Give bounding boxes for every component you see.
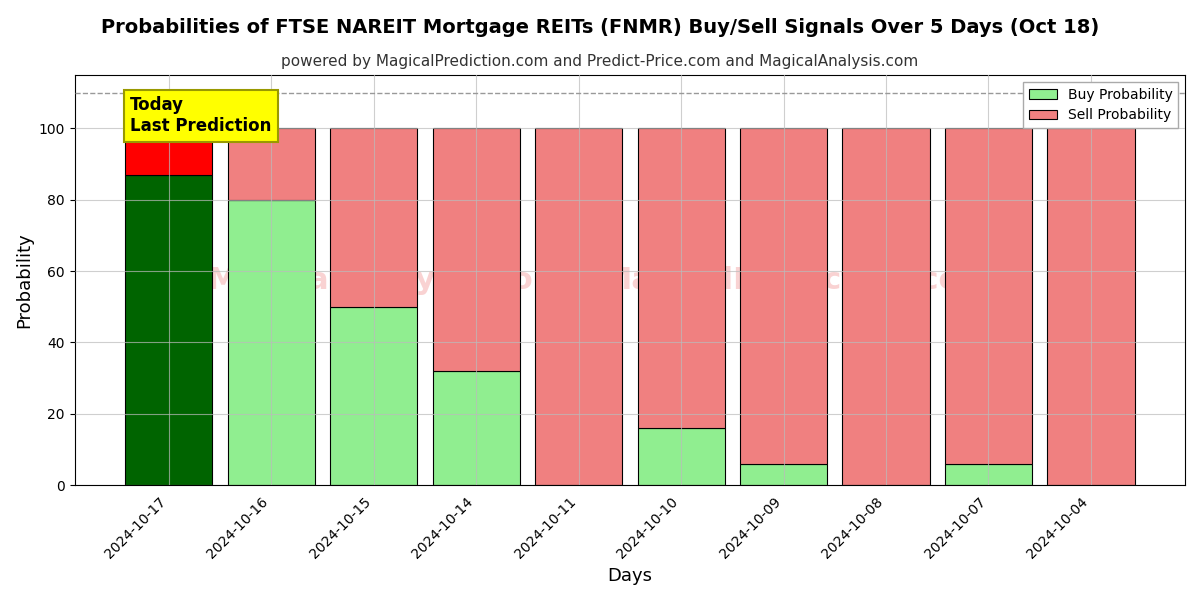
Text: powered by MagicalPrediction.com and Predict-Price.com and MagicalAnalysis.com: powered by MagicalPrediction.com and Pre…	[281, 54, 919, 69]
Bar	[330, 128, 418, 307]
Bar	[637, 428, 725, 485]
Bar	[740, 464, 827, 485]
Text: Probabilities of FTSE NAREIT Mortgage REITs (FNMR) Buy/Sell Signals Over 5 Days : Probabilities of FTSE NAREIT Mortgage RE…	[101, 18, 1099, 37]
Bar	[330, 307, 418, 485]
Bar	[842, 128, 930, 485]
Bar	[535, 128, 622, 485]
Bar	[1048, 128, 1134, 485]
Bar	[944, 128, 1032, 464]
Bar	[228, 200, 314, 485]
Bar	[432, 371, 520, 485]
Bar	[637, 128, 725, 428]
Bar	[228, 128, 314, 200]
Bar	[125, 128, 212, 175]
Bar	[432, 128, 520, 371]
Text: MagicalPrediction.com: MagicalPrediction.com	[601, 266, 991, 295]
Text: Today
Last Prediction: Today Last Prediction	[131, 97, 271, 135]
Legend: Buy Probability, Sell Probability: Buy Probability, Sell Probability	[1024, 82, 1178, 128]
Bar	[740, 128, 827, 464]
Bar	[125, 175, 212, 485]
Bar	[944, 464, 1032, 485]
Text: MagicalAnalysis.com: MagicalAnalysis.com	[206, 266, 564, 295]
Y-axis label: Probability: Probability	[16, 232, 34, 328]
X-axis label: Days: Days	[607, 567, 653, 585]
